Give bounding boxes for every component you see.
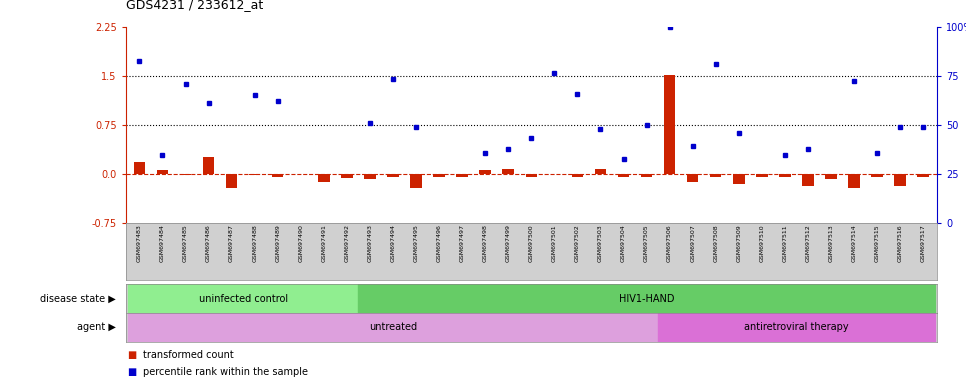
Bar (180, 174, 191, 175)
Bar (456, 174, 468, 177)
Text: GSM697496: GSM697496 (437, 224, 441, 262)
Text: HIV1-HAND: HIV1-HAND (619, 293, 674, 304)
Text: GSM697491: GSM697491 (322, 224, 327, 262)
Text: GSM697508: GSM697508 (713, 224, 718, 262)
Bar (918, 174, 929, 177)
Text: GSM697499: GSM697499 (506, 224, 511, 262)
Bar (203, 157, 214, 174)
Bar (411, 174, 422, 188)
Bar (640, 174, 652, 177)
Text: GSM697506: GSM697506 (668, 224, 672, 262)
Text: GSM697488: GSM697488 (252, 224, 257, 262)
Bar (871, 174, 883, 177)
Bar (710, 174, 722, 177)
Text: disease state ▶: disease state ▶ (41, 293, 116, 304)
Text: GSM697503: GSM697503 (598, 224, 603, 262)
Bar (272, 174, 283, 177)
Bar (249, 174, 261, 175)
Text: GSM697512: GSM697512 (806, 224, 810, 262)
Text: agent ▶: agent ▶ (77, 322, 116, 333)
Bar (733, 174, 745, 184)
Bar (526, 174, 537, 177)
Text: percentile rank within the sample: percentile rank within the sample (143, 366, 308, 377)
Text: GSM697498: GSM697498 (483, 224, 488, 262)
Text: untreated: untreated (369, 322, 417, 333)
Bar (617, 174, 629, 177)
Text: GSM697510: GSM697510 (759, 224, 764, 262)
Text: antiretroviral therapy: antiretroviral therapy (744, 322, 849, 333)
Bar (128, 313, 658, 342)
Bar (358, 284, 935, 313)
Bar (502, 169, 514, 174)
Bar (128, 284, 358, 313)
Text: GSM697517: GSM697517 (921, 224, 925, 262)
Bar (595, 169, 607, 174)
Bar (226, 174, 238, 188)
Bar (156, 170, 168, 174)
Text: GSM697514: GSM697514 (852, 224, 857, 262)
Bar (756, 174, 768, 177)
Bar (687, 174, 698, 182)
Text: GSM697501: GSM697501 (552, 224, 556, 262)
Bar (802, 174, 813, 185)
Bar (318, 174, 329, 182)
Text: GSM697484: GSM697484 (160, 224, 165, 262)
Text: GSM697497: GSM697497 (460, 224, 465, 262)
Bar (825, 174, 837, 179)
Text: GSM697494: GSM697494 (390, 224, 395, 262)
Bar (658, 313, 935, 342)
Bar (434, 174, 445, 177)
Text: uninfected control: uninfected control (199, 293, 288, 304)
Text: GSM697515: GSM697515 (874, 224, 880, 262)
Text: GSM697509: GSM697509 (736, 224, 741, 262)
Bar (895, 174, 906, 185)
Text: GSM697504: GSM697504 (621, 224, 626, 262)
Text: GSM697489: GSM697489 (275, 224, 280, 262)
Bar (664, 74, 675, 174)
Text: GSM697511: GSM697511 (782, 224, 787, 262)
Text: transformed count: transformed count (143, 350, 234, 360)
Text: GSM697490: GSM697490 (298, 224, 303, 262)
Bar (780, 174, 790, 177)
Text: ■: ■ (128, 366, 137, 377)
Text: GSM697495: GSM697495 (413, 224, 418, 262)
Text: GDS4231 / 233612_at: GDS4231 / 233612_at (126, 0, 263, 12)
Text: GSM697500: GSM697500 (528, 224, 534, 262)
Text: ■: ■ (128, 350, 137, 360)
Bar (364, 174, 376, 179)
Bar (133, 162, 145, 174)
Text: GSM697485: GSM697485 (183, 224, 188, 262)
Text: GSM697492: GSM697492 (345, 224, 350, 262)
Text: GSM697516: GSM697516 (897, 224, 902, 262)
Text: GSM697513: GSM697513 (829, 224, 834, 262)
Text: GSM697502: GSM697502 (575, 224, 580, 262)
Bar (479, 170, 491, 174)
Bar (387, 174, 399, 177)
Bar (848, 174, 860, 188)
Text: GSM697507: GSM697507 (690, 224, 696, 262)
Text: GSM697493: GSM697493 (367, 224, 373, 262)
Bar (341, 174, 353, 178)
Bar (572, 174, 583, 177)
Text: GSM697505: GSM697505 (644, 224, 649, 262)
Text: GSM697483: GSM697483 (137, 224, 142, 262)
Text: GSM697487: GSM697487 (229, 224, 234, 262)
Text: GSM697486: GSM697486 (206, 224, 211, 262)
